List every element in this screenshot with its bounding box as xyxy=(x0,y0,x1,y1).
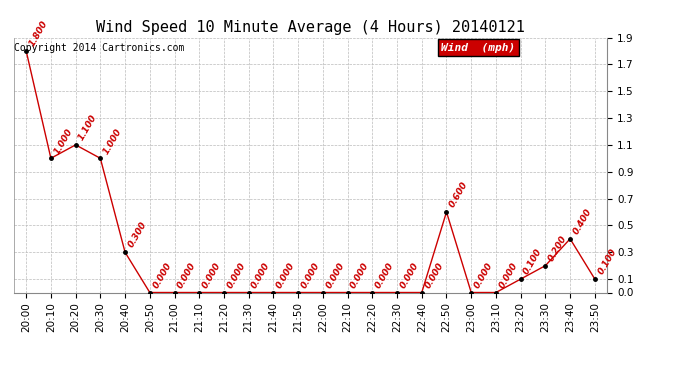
Text: 1.100: 1.100 xyxy=(77,113,99,142)
Text: 1.800: 1.800 xyxy=(28,19,50,48)
Text: 0.600: 0.600 xyxy=(448,180,470,209)
Text: 0.000: 0.000 xyxy=(299,261,322,290)
Text: 0.000: 0.000 xyxy=(201,261,223,290)
Text: 0.000: 0.000 xyxy=(497,261,520,290)
Text: 0.200: 0.200 xyxy=(546,234,569,263)
Text: Wind  (mph): Wind (mph) xyxy=(441,43,515,52)
Text: 0.100: 0.100 xyxy=(522,247,544,276)
Text: 0.000: 0.000 xyxy=(176,261,198,290)
Text: 1.000: 1.000 xyxy=(101,126,124,156)
Text: 0.000: 0.000 xyxy=(398,261,420,290)
Text: 0.100: 0.100 xyxy=(596,247,618,276)
Text: 0.000: 0.000 xyxy=(226,261,247,290)
Title: Wind Speed 10 Minute Average (4 Hours) 20140121: Wind Speed 10 Minute Average (4 Hours) 2… xyxy=(96,20,525,35)
Text: 0.000: 0.000 xyxy=(151,261,173,290)
Text: 0.000: 0.000 xyxy=(324,261,346,290)
Text: 0.400: 0.400 xyxy=(571,207,593,236)
Text: 0.000: 0.000 xyxy=(349,261,371,290)
Text: 0.000: 0.000 xyxy=(374,261,395,290)
Text: Copyright 2014 Cartronics.com: Copyright 2014 Cartronics.com xyxy=(14,43,185,52)
Text: 0.000: 0.000 xyxy=(275,261,297,290)
Text: 0.000: 0.000 xyxy=(423,261,445,290)
Text: 0.000: 0.000 xyxy=(473,261,495,290)
Text: 1.000: 1.000 xyxy=(52,126,75,156)
Text: 0.000: 0.000 xyxy=(250,261,272,290)
Text: 0.300: 0.300 xyxy=(126,220,148,249)
